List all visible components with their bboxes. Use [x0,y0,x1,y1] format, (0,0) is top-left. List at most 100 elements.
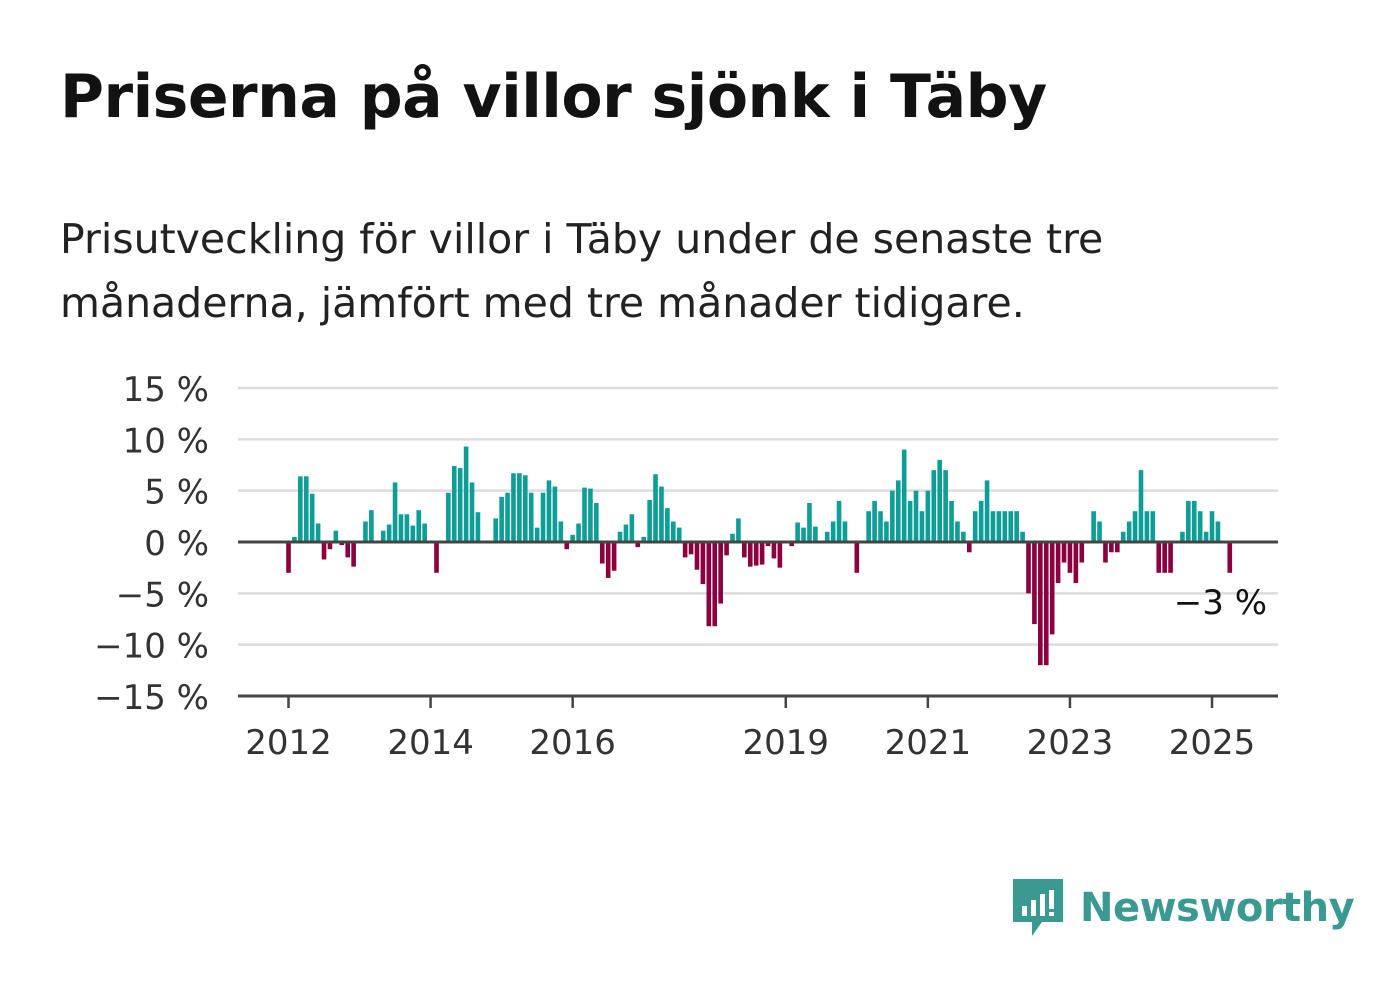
bar [1073,542,1079,584]
bar [878,511,883,542]
bar [309,493,315,542]
bar [1014,511,1019,542]
bar [1055,542,1061,584]
bar [404,514,410,542]
bar [1227,542,1233,573]
bar [895,480,901,542]
y-tick-label: −10 % [94,627,209,667]
bar [570,534,575,542]
bar [588,488,593,542]
bar [718,542,723,604]
bar [1162,542,1167,573]
bar [333,530,339,542]
bar [469,482,475,542]
bar [1215,521,1221,542]
bar [594,502,599,542]
bar [984,480,990,542]
bar [339,542,345,546]
bar [629,514,635,542]
bar-chart-speech-bubble-icon [1013,879,1063,936]
bar [824,531,830,542]
bar [961,531,966,542]
y-tick-label: −15 % [94,678,209,718]
bars [286,446,1233,666]
bar [665,508,670,542]
bar [315,523,321,542]
bar [386,524,392,542]
bar [1091,511,1096,542]
bar [925,490,931,542]
bar [1103,542,1108,563]
bar [1020,531,1025,542]
bar [1038,542,1043,666]
bar [830,521,836,542]
bar [576,523,581,542]
bar [1049,542,1055,635]
bar [931,470,937,542]
bar [446,492,451,542]
bar [682,542,688,558]
bar [647,499,652,542]
bar [434,542,439,573]
bar [777,542,783,568]
bar [854,542,860,573]
y-tick-label: −5 % [116,575,209,615]
bar [724,542,729,556]
bar [1197,511,1203,542]
bar [901,449,907,542]
bar [872,500,877,542]
bar [1032,542,1037,625]
bar [955,521,960,542]
bar [392,482,398,542]
y-tick-label: 0 % [144,524,209,564]
bar [534,527,540,542]
bar [1097,521,1102,542]
bar [1132,511,1138,542]
bar [712,542,718,627]
bar [913,490,919,542]
bar [1203,531,1209,542]
bar [996,511,1002,542]
x-tick-label: 2019 [743,723,830,763]
bar [884,521,889,542]
bar [552,486,558,542]
bar [463,446,469,542]
bar [943,470,948,542]
bar [759,542,765,565]
bar [422,523,427,542]
x-tick-label: 2012 [245,723,332,763]
bar [736,518,741,542]
bar [1043,542,1049,666]
bar [972,511,978,542]
bar [771,542,777,559]
bar [978,500,984,542]
bar [623,524,629,542]
bar [765,542,771,547]
bar [1067,542,1073,573]
x-tick-label: 2021 [885,723,972,763]
bar [416,510,422,542]
bar [451,466,457,542]
bar [1191,500,1197,542]
bar [653,474,658,542]
bar [742,542,747,558]
bar [528,492,534,542]
newsworthy-logo: Newsworthy [1010,875,1355,941]
bar [966,542,972,553]
bar [641,536,647,542]
bar [890,490,895,542]
bar [517,473,522,542]
bar [706,542,712,627]
x-tick-label: 2016 [529,723,616,763]
grid-lines [238,386,1278,646]
bar [807,502,812,542]
bar [410,525,416,542]
bar [694,542,700,570]
y-tick-label: 15 % [123,370,209,410]
bar [795,522,800,542]
bar [1109,542,1114,553]
bar [801,527,806,542]
brand-name: Newsworthy [1080,885,1355,931]
bar [1209,511,1215,542]
